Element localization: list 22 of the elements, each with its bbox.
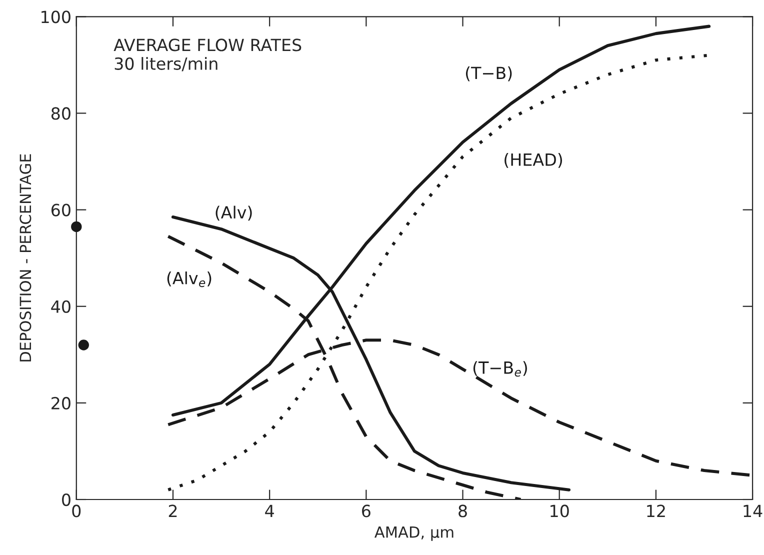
x-tick-label: 14: [744, 504, 762, 518]
y-tick-label: 40: [51, 300, 70, 313]
x-axis-title: AMAD, μm: [374, 526, 454, 541]
series-label: (Alv): [216, 206, 252, 221]
series-label: (T−B$_{e}$): [473, 361, 527, 377]
annotation: AVERAGE FLOW RATES 30 liters/min: [114, 38, 302, 72]
series-label: (T−B): [466, 66, 512, 82]
y-tick-label: 60: [51, 204, 70, 216]
series-label: (Alv$_{e}$): [167, 272, 212, 288]
y-tick-label: 80: [51, 107, 70, 120]
x-tick-label: 12: [647, 504, 665, 518]
y-tick-label: 100: [42, 10, 70, 24]
y-tick-label: 20: [52, 396, 70, 410]
x-tick-label: 10: [550, 504, 569, 518]
x-tick-label: 0: [72, 504, 81, 518]
x-tick-label: 8: [458, 504, 467, 518]
x-tick-label: 6: [362, 504, 370, 518]
x-tick-label: 4: [265, 504, 274, 518]
x-tick-label: 2: [168, 504, 177, 518]
y-tick-label: 0: [62, 493, 70, 506]
series-label: (HEAD): [504, 153, 562, 168]
y-axis-title: DEPOSITION - PERCENTAGE: [20, 154, 32, 362]
